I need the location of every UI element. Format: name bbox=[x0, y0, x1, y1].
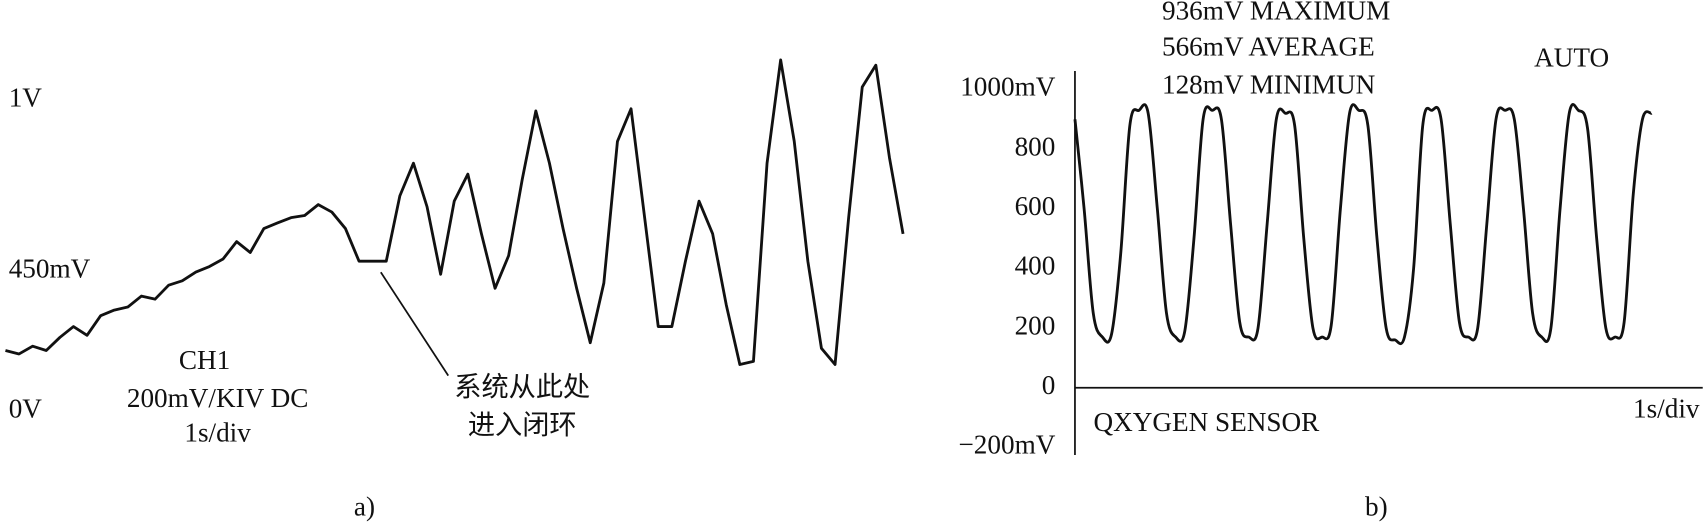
waveform bbox=[5, 58, 905, 366]
waveform bbox=[1073, 103, 1653, 346]
annotation: 系统从此处 bbox=[454, 372, 590, 402]
annotation: 936mV MAXIMUM bbox=[1162, 0, 1390, 26]
annotation: CH1 bbox=[179, 345, 230, 375]
y-tick-label: 0V bbox=[9, 394, 43, 424]
annotation: 200mV/KIV DC bbox=[127, 383, 309, 413]
annotation: QXYGEN SENSOR bbox=[1093, 407, 1320, 437]
caption: a) bbox=[354, 492, 375, 522]
x-axis-label: 1s/div bbox=[1633, 394, 1700, 424]
y-tick-label: 450mV bbox=[9, 254, 91, 284]
annotation: 1s/div bbox=[184, 418, 251, 448]
y-tick-label: 1V bbox=[9, 83, 43, 113]
annotation: 566mV AVERAGE bbox=[1162, 31, 1375, 61]
y-tick-label: 0 bbox=[1042, 370, 1056, 400]
annotation: 进入闭环 bbox=[468, 410, 577, 440]
y-tick-label: 600 bbox=[1015, 191, 1056, 221]
y-tick-label: 400 bbox=[1015, 251, 1056, 281]
y-tick-label: 800 bbox=[1015, 131, 1056, 161]
annotation: AUTO bbox=[1534, 42, 1609, 72]
y-tick-label: −200mV bbox=[958, 430, 1055, 460]
caption: b) bbox=[1365, 492, 1388, 522]
y-tick-label: 200 bbox=[1015, 310, 1056, 340]
leader-line bbox=[380, 271, 449, 377]
annotation: 128mV MINIMUN bbox=[1162, 70, 1376, 100]
y-tick-label: 1000mV bbox=[960, 72, 1056, 102]
